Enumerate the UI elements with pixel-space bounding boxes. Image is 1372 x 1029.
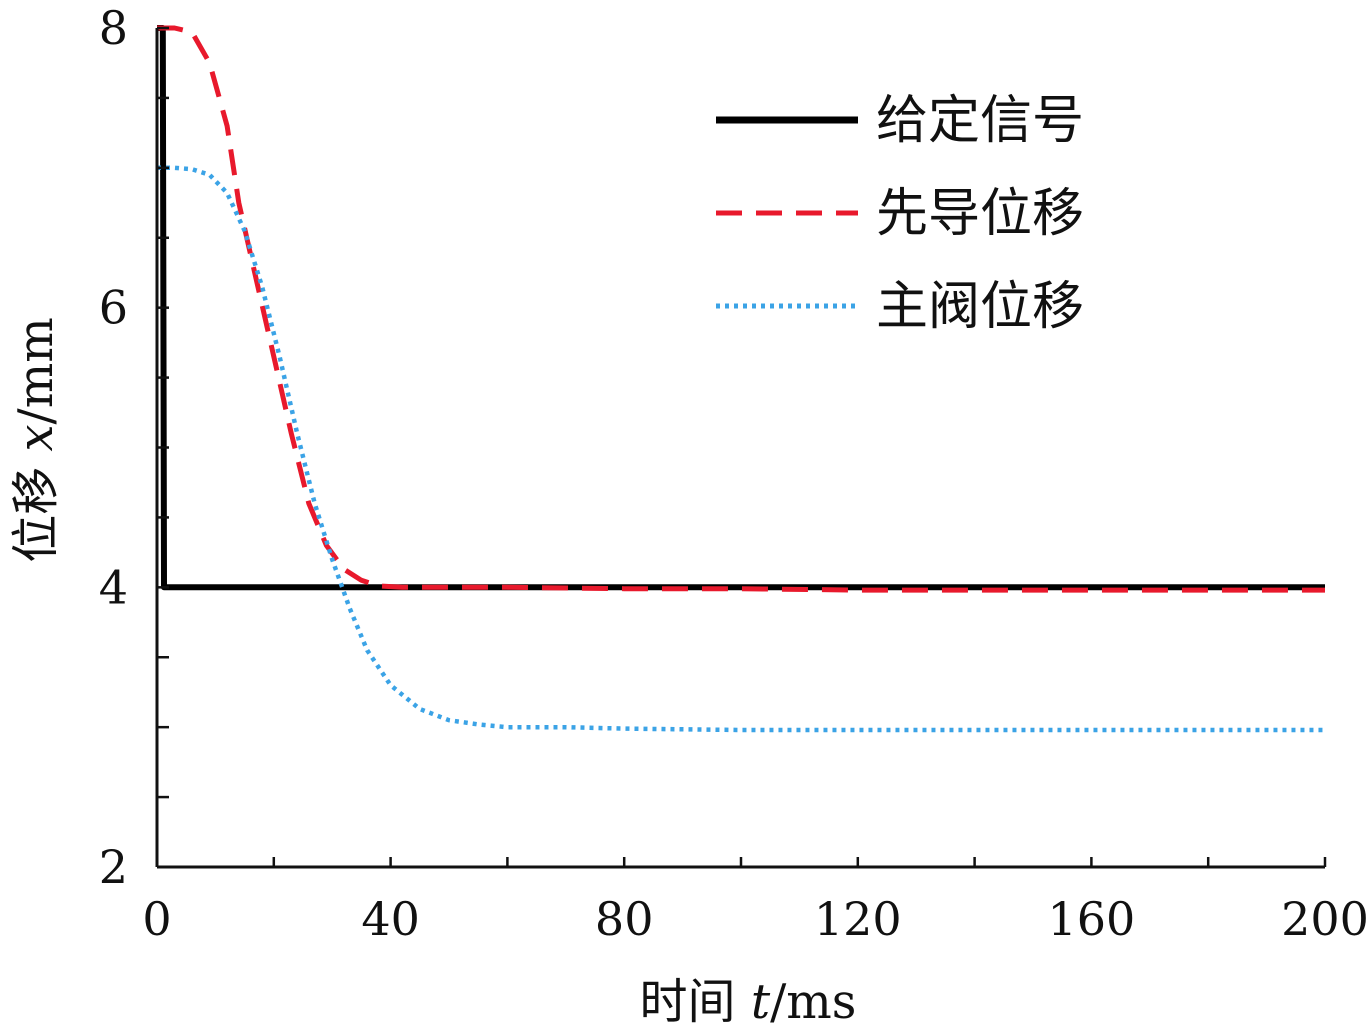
series-main-valve-displacement — [157, 165, 1325, 733]
series-pilot-displacement — [157, 25, 1325, 593]
legend-label-main-valve-displacement: 主阀位移 — [876, 277, 1084, 337]
legend-label-pilot-displacement: 先导位移 — [876, 184, 1084, 244]
x-tick-label: 80 — [595, 892, 654, 946]
x-axis-title: 时间 t/ms — [640, 974, 857, 1029]
series-layer — [157, 25, 1325, 733]
y-tick-label: 6 — [99, 281, 128, 335]
series-given-signal — [157, 25, 1325, 591]
axes — [155, 26, 1327, 869]
x-tick-label: 0 — [142, 892, 171, 946]
y-axis-title: 位移 x/mm — [8, 317, 64, 563]
y-tick-label: 2 — [99, 840, 128, 894]
x-tick-label: 200 — [1281, 892, 1369, 946]
x-tick-label: 40 — [361, 892, 420, 946]
x-tick-label: 120 — [814, 892, 902, 946]
legend: 给定信号 先导位移 主阀位移 — [716, 91, 1084, 337]
x-tick-label: 160 — [1047, 892, 1135, 946]
legend-label-given-signal: 给定信号 — [876, 91, 1084, 151]
tick-labels: 0 40 80 120 160 200 2 4 6 8 — [99, 1, 1369, 946]
y-tick-label: 4 — [99, 560, 128, 614]
y-tick-label: 8 — [99, 1, 128, 55]
